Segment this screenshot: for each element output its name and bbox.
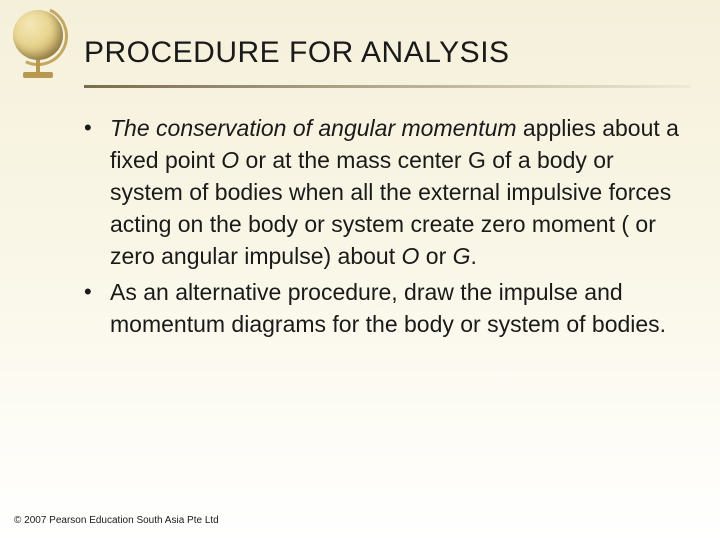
variable-o: O: [402, 243, 420, 269]
globe-sphere: [13, 10, 63, 60]
variable-o: O: [221, 147, 239, 173]
globe-decoration: [4, 4, 72, 88]
bullet-marker: •: [84, 276, 110, 340]
italic-phrase: The conservation of angular momentum: [110, 115, 517, 141]
title-underline: [84, 85, 690, 88]
bullet-marker: •: [84, 112, 110, 272]
bullet-text: As an alternative procedure, draw the im…: [110, 276, 680, 340]
variable-g: G: [453, 243, 471, 269]
title-bar: PROCEDURE FOR ANALYSIS: [84, 36, 720, 98]
segment: .: [471, 243, 477, 269]
bullet-item: • As an alternative procedure, draw the …: [84, 276, 680, 340]
bullet-item: • The conservation of angular momentum a…: [84, 112, 680, 272]
slide-title: PROCEDURE FOR ANALYSIS: [84, 36, 720, 70]
segment: or: [419, 243, 452, 269]
copyright-footer: © 2007 Pearson Education South Asia Pte …: [14, 515, 219, 526]
globe-base: [23, 72, 53, 78]
bullet-text: The conservation of angular momentum app…: [110, 112, 680, 272]
content-area: • The conservation of angular momentum a…: [84, 112, 680, 344]
